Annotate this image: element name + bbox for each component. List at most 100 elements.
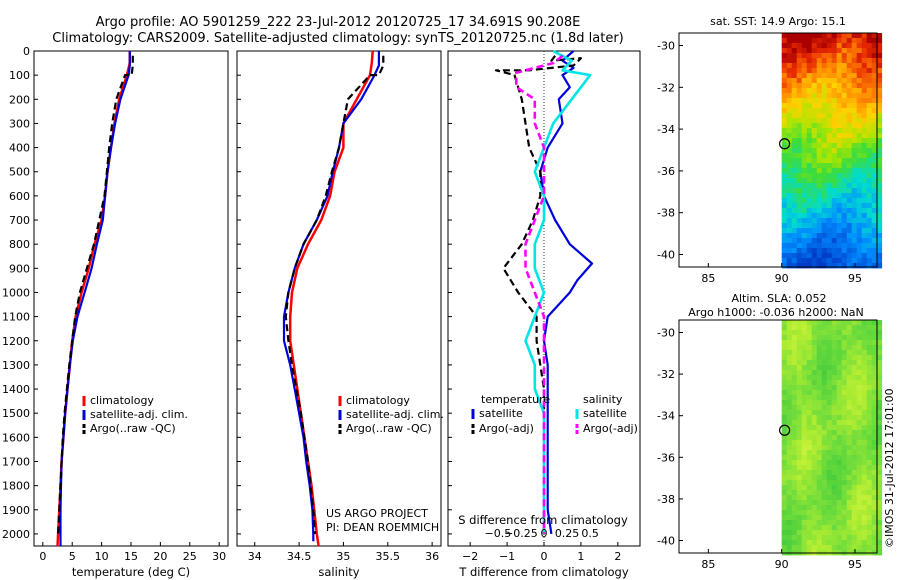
- map-cell: [876, 530, 883, 536]
- map-cell: [831, 148, 838, 154]
- map-cell: [796, 325, 803, 331]
- map-cell: [786, 510, 793, 516]
- map-cell: [841, 360, 848, 366]
- map-cell: [851, 545, 858, 551]
- map-cell: [796, 78, 803, 84]
- map-cell: [836, 435, 843, 441]
- map-cell: [841, 118, 848, 124]
- map-cell: [781, 325, 788, 331]
- map-cell: [856, 58, 863, 64]
- map-cell: [846, 420, 853, 426]
- map-cell: [826, 440, 833, 446]
- map-cell: [861, 455, 868, 461]
- map-cell: [816, 218, 823, 224]
- map-cell: [841, 545, 848, 551]
- map-cell: [851, 153, 858, 159]
- map-cell: [841, 395, 848, 401]
- map-cell: [836, 520, 843, 526]
- map-cell: [791, 123, 798, 129]
- map-cell: [806, 133, 813, 139]
- map-cell: [781, 128, 788, 134]
- map-cell: [781, 263, 788, 269]
- map-cell: [866, 173, 873, 179]
- map-cell: [846, 495, 853, 501]
- map-cell: [791, 258, 798, 264]
- map-cell: [851, 320, 858, 326]
- map-cell: [866, 193, 873, 199]
- map-cell: [861, 213, 868, 219]
- map-cell: [786, 445, 793, 451]
- map-cell: [816, 540, 823, 546]
- map-cell: [831, 475, 838, 481]
- map-cell: [831, 400, 838, 406]
- map-cell: [801, 420, 808, 426]
- map-cell: [796, 330, 803, 336]
- map-cell: [866, 335, 873, 341]
- sla_map-x-tick-label: 95: [848, 558, 862, 571]
- map-cell: [876, 123, 883, 129]
- map-cell: [856, 520, 863, 526]
- map-cell: [866, 148, 873, 154]
- map-cell: [841, 48, 848, 54]
- map-cell: [801, 375, 808, 381]
- map-cell: [866, 208, 873, 214]
- map-cell: [826, 148, 833, 154]
- map-cell: [801, 138, 808, 144]
- map-cell: [796, 98, 803, 104]
- map-cell: [856, 188, 863, 194]
- map-cell: [791, 500, 798, 506]
- map-cell: [781, 455, 788, 461]
- temp-legend-1: satellite-adj. clim.: [90, 408, 188, 421]
- map-cell: [796, 415, 803, 421]
- map-cell: [831, 485, 838, 491]
- map-cell: [871, 193, 878, 199]
- map-cell: [796, 480, 803, 486]
- map-cell: [866, 400, 873, 406]
- temperature-series-2: [57, 55, 134, 534]
- map-cell: [851, 515, 858, 521]
- map-cell: [836, 375, 843, 381]
- map-cell: [836, 505, 843, 511]
- map-cell: [791, 380, 798, 386]
- map-cell: [851, 118, 858, 124]
- map-cell: [816, 485, 823, 491]
- map-cell: [871, 138, 878, 144]
- map-cell: [836, 395, 843, 401]
- map-cell: [826, 505, 833, 511]
- map-cell: [826, 390, 833, 396]
- map-cell: [786, 113, 793, 119]
- map-cell: [861, 263, 868, 269]
- map-cell: [806, 203, 813, 209]
- map-cell: [806, 233, 813, 239]
- map-cell: [866, 435, 873, 441]
- map-cell: [866, 320, 873, 326]
- map-cell: [816, 435, 823, 441]
- map-cell: [781, 78, 788, 84]
- map-cell: [871, 128, 878, 134]
- map-cell: [831, 335, 838, 341]
- map-cell: [876, 178, 883, 184]
- map-cell: [816, 500, 823, 506]
- map-cell: [826, 335, 833, 341]
- map-cell: [821, 330, 828, 336]
- map-cell: [781, 520, 788, 526]
- map-cell: [856, 390, 863, 396]
- map-cell: [841, 510, 848, 516]
- map-cell: [871, 455, 878, 461]
- map-cell: [811, 58, 818, 64]
- map-cell: [791, 445, 798, 451]
- salinity-frame: [236, 50, 442, 547]
- map-cell: [836, 460, 843, 466]
- map-cell: [801, 258, 808, 264]
- map-cell: [846, 68, 853, 74]
- map-cell: [836, 320, 843, 326]
- map-cell: [786, 103, 793, 109]
- map-cell: [816, 263, 823, 269]
- map-cell: [816, 53, 823, 59]
- map-cell: [811, 123, 818, 129]
- map-cell: [796, 133, 803, 139]
- map-cell: [836, 48, 843, 54]
- map-cell: [841, 173, 848, 179]
- map-cell: [836, 78, 843, 84]
- map-cell: [811, 243, 818, 249]
